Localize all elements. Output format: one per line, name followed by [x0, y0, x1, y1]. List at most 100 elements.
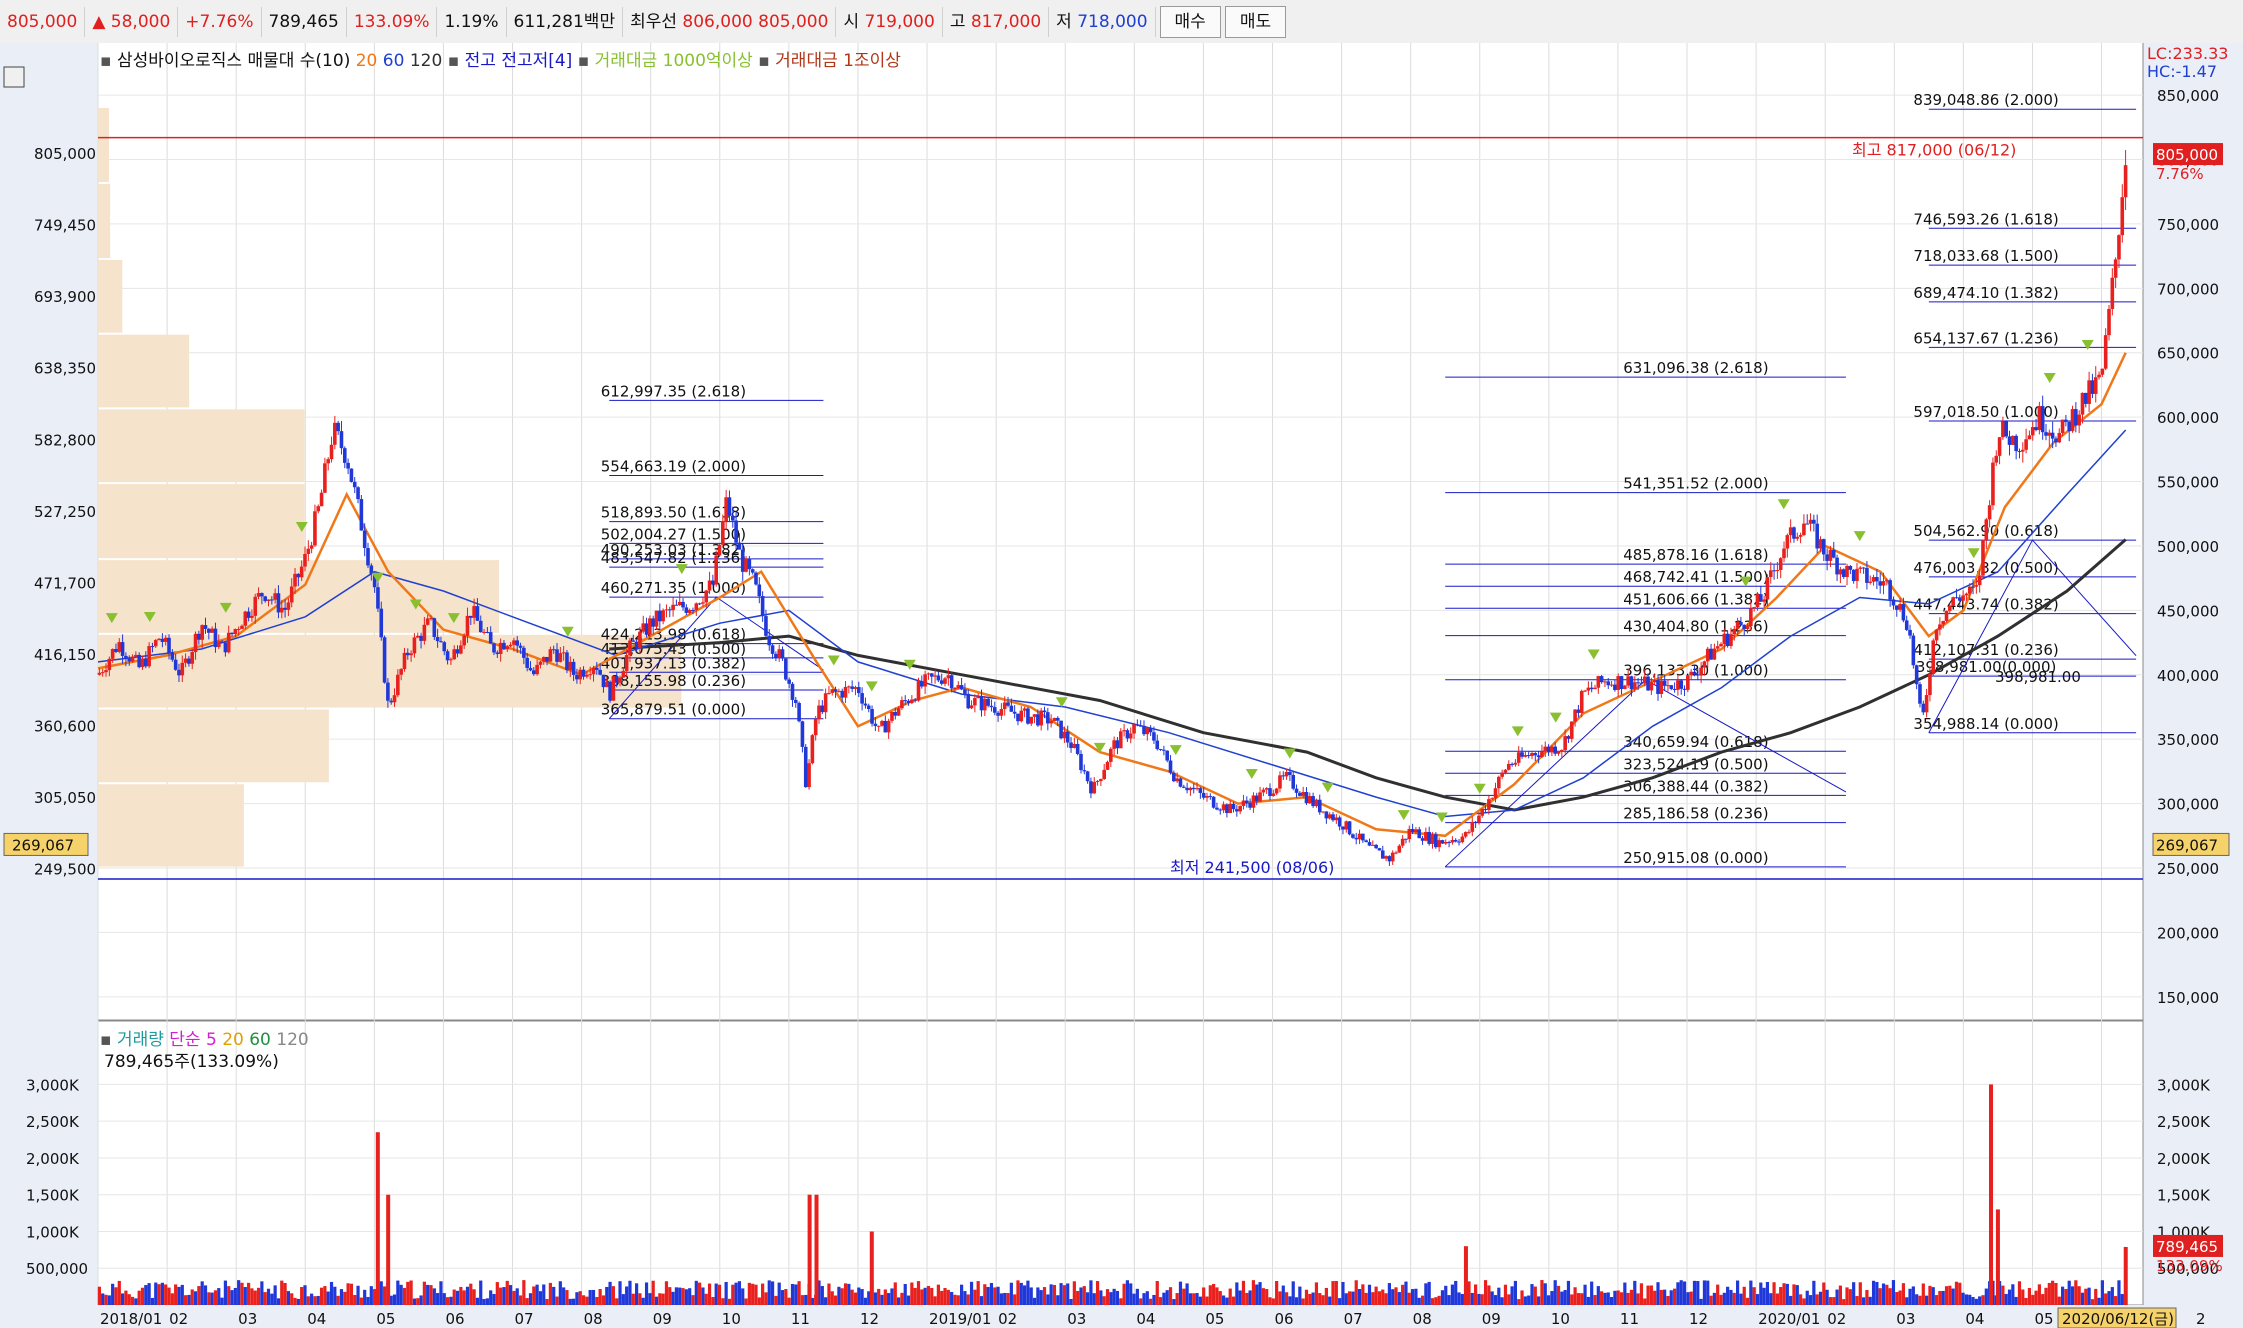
fib-guide — [608, 596, 824, 720]
volume-bar — [562, 1287, 566, 1305]
volume-bar — [1862, 1297, 1866, 1305]
candle-body — [1095, 780, 1100, 782]
price-legend: ▪ 삼성바이오로직스 매물대 수(10) 20 60 120 ▪ 전고 전고저[… — [100, 51, 901, 71]
candle-body — [1404, 838, 1408, 840]
volume-bar — [1444, 1285, 1448, 1305]
candle-body — [747, 558, 752, 570]
right-tick-label: 750,000 — [2157, 216, 2219, 234]
volume-bar — [1799, 1294, 1803, 1305]
candle-body — [621, 670, 626, 678]
volume-bar — [618, 1281, 622, 1305]
volume-bar — [1394, 1287, 1398, 1305]
stock-chart[interactable]: 2018/01 02 03 04 05 06 07 08 09 10 11 12 2019/01 02 03… — [0, 43, 2243, 1328]
volume-bar — [1155, 1281, 1159, 1305]
fib-level-label: 340,659.94 (0.618) — [1623, 733, 1768, 751]
candle-body — [2024, 439, 2028, 450]
price-change: ▲ 58,000 — [85, 6, 179, 37]
candle-body — [144, 658, 148, 667]
volume-bar — [625, 1286, 629, 1305]
candle-body — [1039, 710, 1043, 726]
volume-bar — [1301, 1298, 1305, 1305]
candle-body — [485, 632, 490, 634]
volume-bar — [1785, 1283, 1789, 1305]
candle-body — [1676, 680, 1680, 690]
candle-body — [721, 521, 725, 545]
volume-bar — [751, 1283, 755, 1305]
volume-bar — [1241, 1280, 1246, 1305]
volume-bar — [505, 1280, 509, 1305]
fib-level-label: 631,096.38 (2.618) — [1623, 359, 1768, 377]
candle-body — [1477, 815, 1481, 823]
volume-bar — [1520, 1290, 1524, 1305]
signal-marker — [1549, 712, 1562, 723]
volume-bar — [343, 1291, 347, 1305]
volume-bar — [555, 1296, 559, 1305]
candle-body — [906, 700, 911, 704]
candle-body — [1543, 746, 1548, 752]
candle-body — [2067, 421, 2072, 432]
candle-body — [535, 664, 539, 675]
candle-body — [518, 645, 523, 648]
candle-body — [100, 672, 105, 674]
candle-body — [1188, 787, 1193, 791]
x-tick-label: 11 — [791, 1310, 810, 1328]
fib-level-label: 502,004.27 (1.500) — [601, 525, 746, 543]
candle-body — [1699, 667, 1703, 676]
volume-bar — [230, 1290, 234, 1305]
volume-bar — [1944, 1286, 1949, 1305]
volume-current: 789,465주(133.09%) — [104, 1052, 279, 1072]
volume-spike — [1989, 1084, 1994, 1305]
candle-body — [402, 652, 407, 670]
signal-marker — [295, 522, 308, 533]
candle-body — [1142, 725, 1146, 735]
candle-body — [830, 689, 835, 693]
volume-bar — [495, 1282, 499, 1305]
candle-body — [213, 628, 218, 648]
buy-button[interactable]: 매수 — [1159, 5, 1221, 38]
volume-bar — [910, 1282, 914, 1305]
candle-body — [2044, 432, 2048, 436]
x-tick-label: 02 — [998, 1310, 1017, 1328]
volume-bar — [160, 1282, 164, 1305]
candle-body — [1337, 817, 1342, 827]
legend-ma120: 120 — [409, 51, 443, 71]
sell-button[interactable]: 매도 — [1224, 5, 1287, 38]
candle-body — [1523, 755, 1528, 757]
volume-bar — [1672, 1288, 1677, 1305]
candle-body — [886, 720, 891, 733]
current-price: 805,000 — [0, 6, 86, 37]
candle-body — [449, 659, 453, 661]
candle-body — [1855, 568, 1859, 582]
volume-bar — [1162, 1292, 1166, 1305]
volume-bar — [2067, 1280, 2071, 1305]
candle-body — [150, 646, 155, 648]
candle-body — [677, 601, 682, 606]
volume-bar — [1918, 1295, 1922, 1305]
candle-body — [1235, 809, 1239, 812]
right-tick-label: 350,000 — [2157, 731, 2219, 749]
candle-body — [515, 640, 520, 646]
volume-bar — [1898, 1290, 1902, 1305]
volume-bar — [999, 1293, 1003, 1305]
volume-bar — [1868, 1296, 1872, 1305]
candle-body — [1036, 714, 1040, 726]
volume-bar — [184, 1295, 188, 1305]
volume-bar — [1745, 1297, 1750, 1305]
candle-body — [488, 632, 493, 644]
volume-bar — [174, 1284, 178, 1305]
volume-bar — [542, 1284, 546, 1305]
volume-bar — [1427, 1281, 1431, 1305]
volume-bar — [1228, 1288, 1232, 1305]
volume-bar — [900, 1292, 904, 1305]
volume-bar — [1722, 1292, 1726, 1305]
candle-body — [548, 649, 553, 662]
fib-level-label: 430,404.80 (1.236) — [1623, 618, 1768, 636]
volume-bar — [2090, 1299, 2095, 1305]
volume-bar — [2011, 1284, 2015, 1305]
volume-spike — [386, 1194, 391, 1305]
candle-body — [1835, 557, 1839, 575]
candle-body — [140, 658, 145, 668]
volume-bar — [177, 1286, 181, 1305]
volume-bar — [1928, 1285, 1932, 1305]
candle-body — [1802, 523, 1806, 536]
